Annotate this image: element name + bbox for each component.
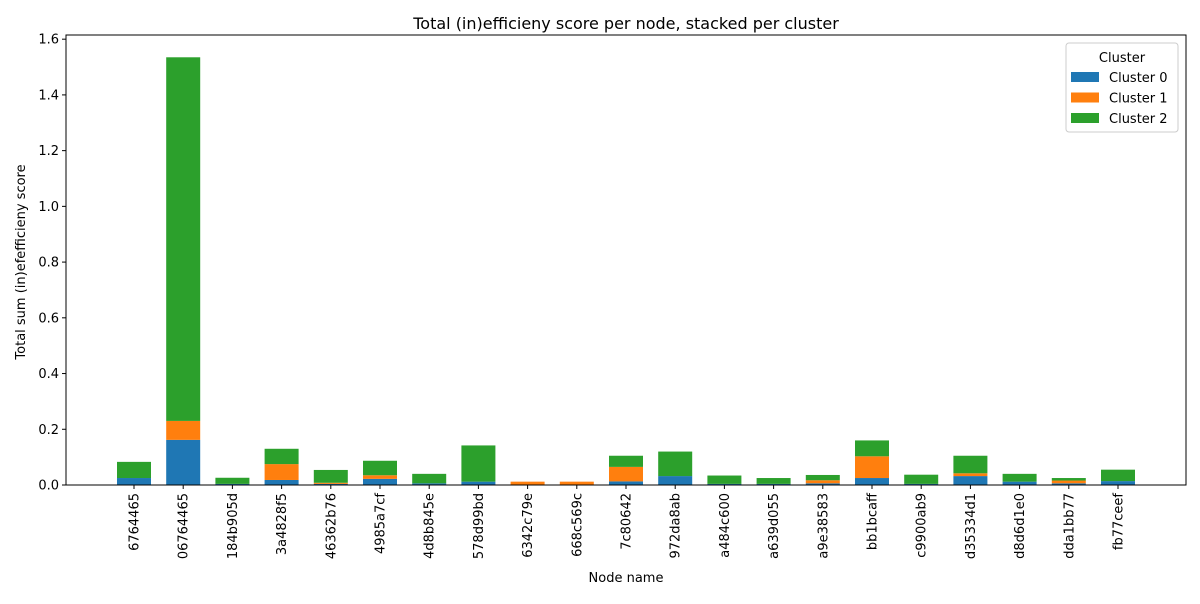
- bar-bb1bcaff-cluster-0: [855, 478, 889, 485]
- legend-items: Cluster 0 Cluster 1 Cluster 2: [1071, 71, 1168, 127]
- x-tick-label: 6342c79e: [521, 493, 536, 558]
- bar-6764465-cluster-2: [117, 462, 151, 478]
- bar-6764465-cluster-0: [117, 478, 151, 485]
- bar-46362b76-cluster-2: [314, 470, 348, 483]
- x-tick-label: 3a4828f5: [275, 493, 290, 555]
- bar-46362b76-cluster-1: [314, 483, 348, 484]
- x-tick-label: 972da8ab: [669, 493, 684, 559]
- bar-a9e38583-cluster-1: [806, 480, 840, 483]
- legend: Cluster Cluster 0 Cluster 1 Cluster 2: [1066, 43, 1178, 132]
- bar-dda1bb77-cluster-1: [1052, 481, 1086, 484]
- legend-swatch: [1071, 72, 1099, 82]
- bar-4985a7cf-cluster-2: [363, 461, 397, 475]
- x-tick-label: 7c80642: [620, 493, 635, 550]
- x-ticks-group: 6764465 06764465 184b905d 3a4828f5 46362b76 4…: [128, 485, 1127, 559]
- y-tick-label: 0.6: [38, 311, 59, 326]
- x-tick-label: 4985a7cf: [374, 493, 389, 554]
- bar-7c80642-cluster-0: [609, 481, 643, 485]
- bar-06764465-cluster-2: [166, 57, 200, 421]
- x-tick-label: fb77ceef: [1112, 493, 1127, 551]
- x-tick-label: d8d6d1e0: [1013, 493, 1028, 559]
- bar-4985a7cf-cluster-0: [363, 479, 397, 485]
- x-tick-label: c9900ab9: [915, 493, 930, 558]
- x-tick-label: dda1bb77: [1062, 493, 1077, 559]
- bar-a639d055-cluster-2: [757, 478, 791, 484]
- y-tick-label: 1.4: [38, 88, 59, 103]
- bar-6342c79e-cluster-1: [511, 482, 545, 485]
- bar-184b905d-cluster-2: [215, 478, 249, 484]
- bar-4d8b845e-cluster-2: [412, 474, 446, 483]
- bar-a9e38583-cluster-2: [806, 475, 840, 480]
- bar-578d99bd-cluster-0: [461, 482, 495, 485]
- x-tick-label: 578d99bd: [472, 493, 487, 559]
- bar-7c80642-cluster-2: [609, 456, 643, 467]
- bar-dda1bb77-cluster-2: [1052, 478, 1086, 481]
- bar-3a4828f5-cluster-1: [265, 464, 299, 480]
- bar-bb1bcaff-cluster-2: [855, 440, 889, 456]
- legend-swatch: [1071, 113, 1099, 123]
- bar-972da8ab-cluster-0: [658, 476, 692, 485]
- y-tick-label: 1.0: [38, 200, 59, 215]
- bar-d35334d1-cluster-1: [953, 473, 987, 476]
- bar-7c80642-cluster-1: [609, 467, 643, 481]
- bar-972da8ab-cluster-2: [658, 452, 692, 477]
- bar-a484c600-cluster-2: [707, 476, 741, 484]
- y-tick-label: 0.2: [38, 423, 59, 438]
- x-tick-label: bb1bcaff: [866, 492, 881, 550]
- x-tick-label: a9e38583: [816, 493, 831, 559]
- bar-fb77ceef-cluster-0: [1101, 481, 1135, 485]
- bar-06764465-cluster-0: [166, 440, 200, 485]
- legend-swatch: [1071, 93, 1099, 103]
- x-tick-label: 6764465: [128, 493, 143, 551]
- x-tick-label: 06764465: [177, 493, 192, 559]
- bar-c9900ab9-cluster-2: [904, 475, 938, 484]
- x-tick-label: 668c569c: [570, 493, 585, 557]
- y-tick-label: 0.8: [38, 256, 59, 271]
- legend-label: Cluster 1: [1109, 92, 1168, 107]
- bar-d8d6d1e0-cluster-0: [1003, 482, 1037, 485]
- x-axis-label: Node name: [589, 571, 664, 586]
- y-tick-label: 0.4: [38, 367, 59, 382]
- bar-06764465-cluster-1: [166, 421, 200, 440]
- y-axis-label: Total sum (in)efefficieny score: [14, 164, 29, 360]
- bar-d35334d1-cluster-0: [953, 476, 987, 485]
- legend-title: Cluster: [1099, 51, 1146, 66]
- bar-3a4828f5-cluster-0: [265, 480, 299, 485]
- bar-d8d6d1e0-cluster-2: [1003, 474, 1037, 482]
- x-tick-label: d35334d1: [964, 493, 979, 559]
- bar-d35334d1-cluster-2: [953, 456, 987, 474]
- x-tick-label: 46362b76: [324, 493, 339, 559]
- bar-578d99bd-cluster-2: [461, 445, 495, 481]
- bar-bb1bcaff-cluster-1: [855, 456, 889, 478]
- y-tick-label: 1.2: [38, 144, 59, 159]
- y-tick-label: 1.6: [38, 33, 59, 48]
- bar-3a4828f5-cluster-2: [265, 449, 299, 464]
- legend-label: Cluster 0: [1109, 71, 1168, 86]
- chart-title: Total (in)efficieny score per node, stac…: [412, 14, 839, 33]
- bar-668c569c-cluster-1: [560, 482, 594, 485]
- bar-4985a7cf-cluster-1: [363, 475, 397, 479]
- legend-label: Cluster 2: [1109, 112, 1168, 127]
- x-tick-label: a484c600: [718, 493, 733, 558]
- x-tick-label: a639d055: [767, 493, 782, 559]
- bar-fb77ceef-cluster-2: [1101, 470, 1135, 481]
- y-tick-label: 0.0: [38, 479, 59, 494]
- x-tick-label: 184b905d: [226, 493, 241, 559]
- x-tick-label: 4d8b845e: [423, 493, 438, 559]
